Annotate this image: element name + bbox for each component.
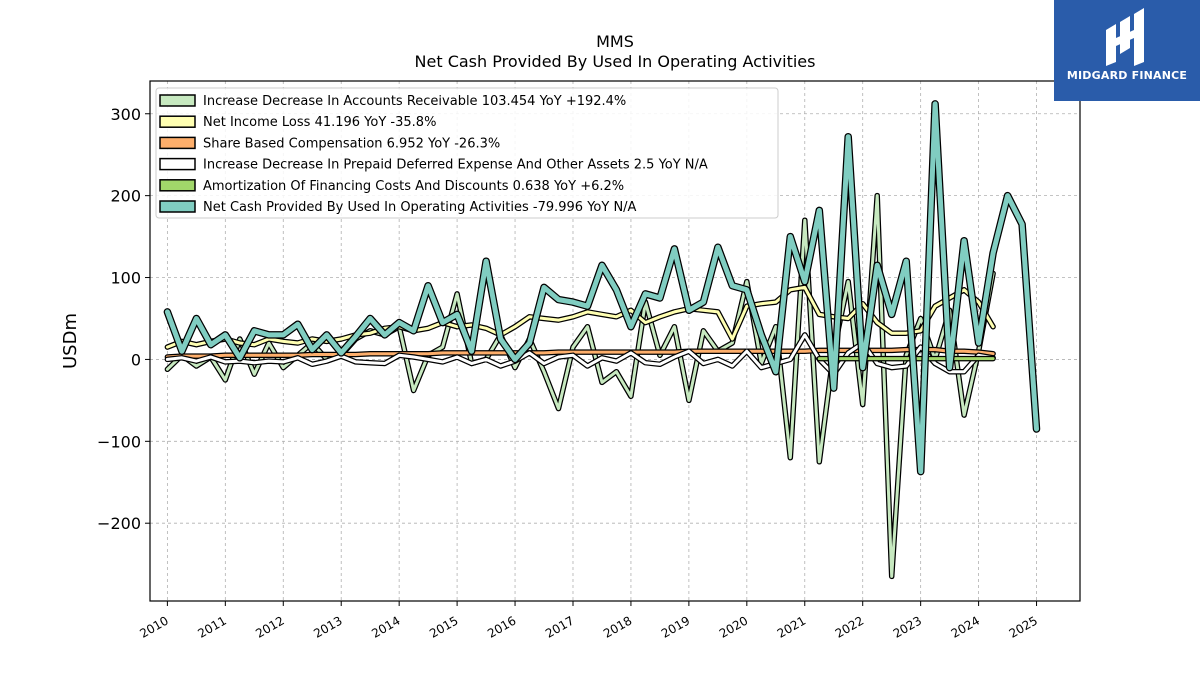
x-tick-label: 2014 (369, 613, 402, 640)
legend-label-4: Amortization Of Financing Costs And Disc… (203, 179, 624, 194)
legend-label-3: Increase Decrease In Prepaid Deferred Ex… (203, 158, 708, 173)
legend: Increase Decrease In Accounts Receivable… (155, 87, 779, 219)
x-tick-label: 2023 (891, 613, 924, 640)
y-tick-label: 200 (110, 187, 141, 206)
plot-area-frame (149, 80, 1081, 602)
x-tick-label: 2016 (485, 613, 518, 640)
x-tick-label: 2021 (775, 613, 808, 640)
y-tick-label: 100 (110, 269, 141, 288)
series-line-0 (165, 194, 995, 578)
x-tick-label: 2017 (543, 613, 576, 640)
brand-name: MIDGARD FINANCE (1066, 69, 1188, 82)
legend-swatch-3 (159, 157, 196, 171)
x-tick-label: 2020 (717, 613, 750, 640)
y-tick-label: 300 (110, 105, 141, 124)
x-tick-label: 2018 (601, 613, 634, 640)
y-axis-label: USDm (60, 313, 81, 369)
brand-logo: MIDGARD FINANCE (1054, 0, 1200, 101)
midgard-logo-icon (1106, 8, 1144, 66)
x-tick-label: 2013 (311, 613, 344, 640)
legend-swatch-1 (159, 115, 196, 128)
legend-label-2: Share Based Compensation 6.952 YoY -26.3… (203, 136, 500, 151)
y-tick-label: 0 (131, 350, 141, 369)
x-tick-label: 2011 (195, 613, 228, 640)
x-tick-label: 2024 (949, 613, 982, 640)
chart-subtitle: Net Cash Provided By Used In Operating A… (414, 52, 816, 71)
x-axis: 2010 2011 2012 2013 2014 2015 2016 2017 2018 2019… (137, 601, 1040, 641)
x-tick-label: 2010 (137, 613, 170, 640)
x-tick-label: 2012 (253, 613, 286, 640)
series-layer (163, 100, 1041, 580)
legend-swatch-2 (159, 136, 196, 150)
x-tick-label: 2019 (659, 613, 692, 640)
legend-label-5: Net Cash Provided By Used In Operating A… (203, 200, 637, 215)
legend-swatch-4 (159, 179, 196, 192)
chart-title: MMS (596, 32, 634, 51)
series-outline-0 (164, 192, 996, 580)
y-tick-label: −100 (97, 432, 141, 451)
legend-swatch-5 (159, 200, 196, 213)
y-tick-label: −200 (97, 514, 141, 533)
x-tick-label: 2025 (1007, 613, 1040, 640)
legend-box (155, 87, 779, 219)
legend-swatch-0 (159, 94, 196, 107)
legend-label-1: Net Income Loss 41.196 YoY -35.8% (203, 115, 436, 130)
x-tick-label: 2022 (833, 613, 866, 640)
x-tick-label: 2015 (427, 613, 460, 640)
legend-label-0: Increase Decrease In Accounts Receivable… (203, 94, 626, 109)
y-axis: −200 −100 0 100 200 300 (97, 105, 150, 533)
series-line-5 (164, 101, 1039, 475)
series-line-3 (165, 333, 995, 376)
